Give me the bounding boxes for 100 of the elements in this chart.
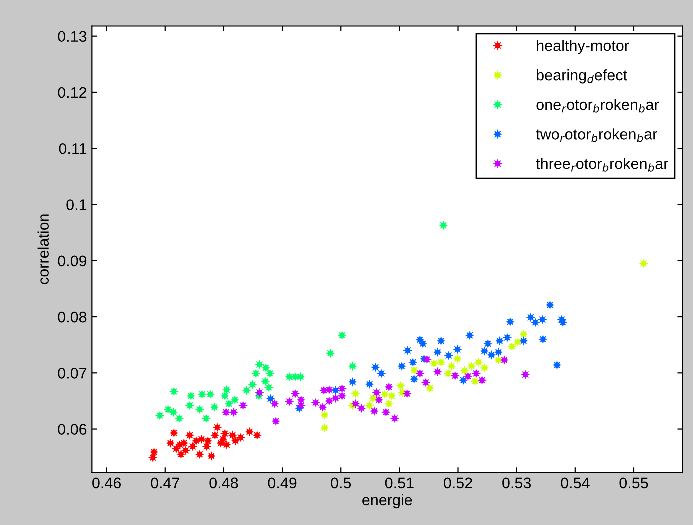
point: [290, 389, 300, 399]
point: [185, 430, 195, 440]
x-axis-title: energie: [362, 494, 412, 509]
point: [296, 372, 306, 382]
legend-label: bearing$_{d}$efect: [537, 70, 628, 84]
point: [255, 388, 264, 398]
point: [416, 369, 425, 378]
point: [222, 440, 232, 450]
point: [338, 384, 347, 394]
point: [421, 378, 431, 388]
y-tick-label: 0.12: [58, 87, 87, 98]
y-tick-label: 0.08: [58, 312, 87, 323]
point: [396, 381, 406, 391]
x-tick-label: 0.51: [385, 478, 414, 489]
point: [296, 395, 306, 405]
point: [513, 338, 523, 347]
point: [365, 401, 374, 410]
point: [252, 430, 262, 440]
point: [266, 394, 276, 404]
point: [207, 452, 216, 461]
point: [526, 312, 536, 322]
point: [453, 354, 462, 364]
point: [410, 374, 419, 384]
point: [465, 330, 475, 340]
x-tick-label: 0.46: [92, 478, 122, 489]
point: [495, 336, 505, 346]
point: [558, 318, 568, 328]
point: [320, 410, 330, 420]
point: [380, 390, 390, 400]
point: [520, 370, 530, 380]
point: [390, 414, 400, 424]
x-tick-label: 0.47: [151, 478, 180, 489]
point: [436, 358, 446, 368]
point: [252, 369, 261, 378]
point: [195, 450, 205, 460]
point: [433, 367, 442, 377]
point: [372, 388, 382, 398]
y-axis-title: correlation: [38, 214, 49, 284]
point: [164, 404, 173, 414]
y-tick-label: 0.1: [66, 200, 87, 210]
y-tick-label: 0.13: [58, 31, 87, 42]
point: [324, 385, 334, 395]
point: [188, 442, 198, 452]
point: [430, 358, 439, 368]
point: [296, 401, 306, 410]
point: [228, 430, 238, 440]
y-tick-label: 0.11: [59, 143, 87, 154]
point: [382, 408, 391, 418]
point: [331, 386, 340, 396]
point: [175, 440, 185, 450]
point: [538, 334, 548, 344]
point: [472, 369, 482, 378]
point: [436, 336, 446, 346]
point: [374, 395, 384, 405]
point: [261, 363, 271, 373]
point: [450, 371, 460, 381]
point: [356, 404, 366, 414]
point: [222, 385, 232, 395]
point: [318, 402, 328, 412]
point: [438, 220, 448, 230]
point: [324, 396, 334, 406]
y-tick-label: 0.07: [58, 368, 87, 379]
point: [474, 358, 484, 368]
point: [444, 369, 453, 378]
point: [326, 348, 336, 358]
point: [460, 366, 470, 376]
point: [480, 346, 490, 356]
point: [433, 348, 442, 358]
point: [384, 382, 394, 392]
point: [402, 389, 412, 399]
point: [271, 416, 281, 426]
point: [222, 408, 231, 418]
point: [236, 433, 246, 442]
point: [224, 399, 234, 409]
point: [519, 336, 529, 346]
point: [202, 414, 212, 424]
point: [519, 330, 529, 340]
point: [546, 300, 555, 310]
point: [464, 372, 473, 382]
point: [458, 376, 468, 386]
point: [220, 392, 230, 401]
point: [331, 394, 340, 404]
point: [255, 360, 264, 370]
point: [422, 355, 432, 364]
point: [494, 348, 504, 358]
point: [506, 317, 516, 327]
point: [483, 339, 493, 349]
point: [197, 434, 206, 444]
point: [478, 376, 487, 386]
point: [245, 427, 254, 437]
point: [425, 384, 435, 393]
point: [338, 330, 347, 340]
y-tick-label: 0.06: [58, 424, 87, 435]
point: [397, 362, 407, 372]
legend-label: healthy-motor: [537, 40, 630, 54]
x-tick-label: 0.48: [210, 478, 238, 489]
legend-label: one$_{r}$otor$_{b}$roken$_{b}$ar: [536, 99, 660, 113]
point: [198, 390, 207, 400]
point: [181, 446, 191, 456]
point: [168, 408, 178, 418]
